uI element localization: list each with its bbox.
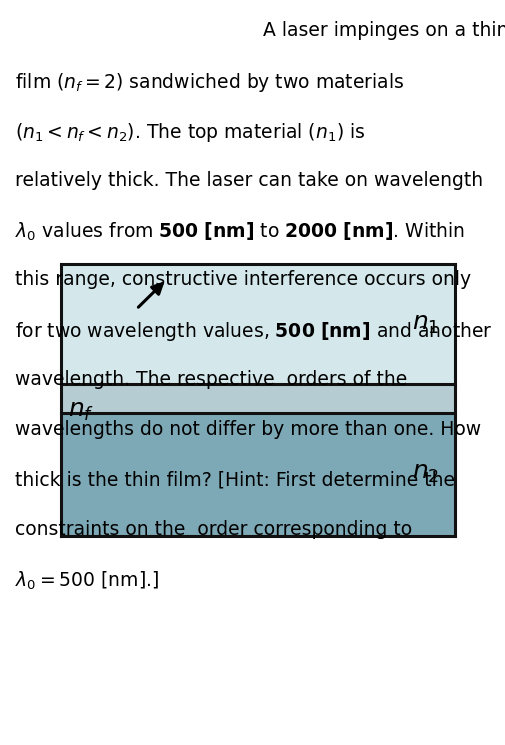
- Text: thick is the thin film? [Hint: First determine the: thick is the thin film? [Hint: First det…: [15, 470, 455, 489]
- Text: wavelength. The respective  orders of the: wavelength. The respective orders of the: [15, 370, 408, 390]
- Text: for two wavelength values, $\mathbf{500}$ $\mathbf{[nm]}$ and another: for two wavelength values, $\mathbf{500}…: [15, 320, 493, 343]
- Text: relatively thick. The laser can take on wavelength: relatively thick. The laser can take on …: [15, 171, 483, 190]
- Text: $n_f$: $n_f$: [68, 399, 94, 422]
- Text: $n_2$: $n_2$: [412, 461, 439, 485]
- Text: wavelengths do not differ by more than one. How: wavelengths do not differ by more than o…: [15, 420, 481, 440]
- Text: $(n_1 < n_f < n_2)$. The top material $(n_1)$ is: $(n_1 < n_f < n_2)$. The top material $(…: [15, 121, 366, 144]
- Bar: [61, 384, 454, 413]
- Text: $n_1$: $n_1$: [412, 312, 439, 336]
- Text: this range, constructive interference occurs only: this range, constructive interference oc…: [15, 270, 471, 290]
- Text: constraints on the  order corresponding to: constraints on the order corresponding t…: [15, 520, 412, 539]
- Bar: [61, 413, 454, 536]
- Text: film $(n_f = 2)$ sandwiched by two materials: film $(n_f = 2)$ sandwiched by two mater…: [15, 71, 405, 94]
- Text: $\lambda_0 = 500$ $[\mathrm{nm}]$.]: $\lambda_0 = 500$ $[\mathrm{nm}]$.]: [15, 570, 159, 592]
- Text: $\lambda_0$ values from $\mathbf{500}$ $\mathbf{[nm]}$ to $\mathbf{2000}$ $\math: $\lambda_0$ values from $\mathbf{500}$ $…: [15, 221, 465, 243]
- Text: A laser impinges on a thin: A laser impinges on a thin: [263, 21, 505, 40]
- Bar: [61, 264, 454, 384]
